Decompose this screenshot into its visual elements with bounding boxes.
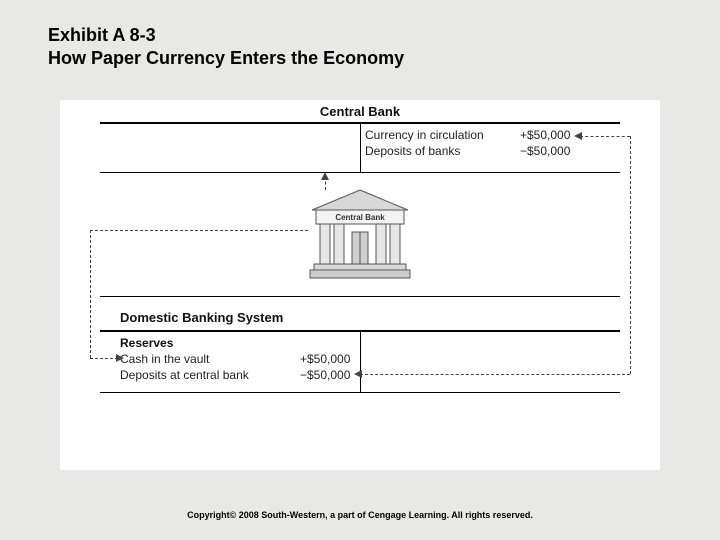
arrow-up-icon xyxy=(321,172,329,180)
diagram: Central Bank Currency in circulation +$5… xyxy=(60,100,660,470)
slide: Exhibit A 8-3 How Paper Currency Enters … xyxy=(0,0,720,540)
reserves-heading: Reserves xyxy=(120,336,173,350)
cb-row1-value: +$50,000 xyxy=(520,128,570,142)
db-row1-value: +$50,000 xyxy=(300,352,350,366)
dash-seg xyxy=(580,136,630,137)
svg-text:Central Bank: Central Bank xyxy=(335,213,385,222)
cb-row2-label: Deposits of banks xyxy=(365,144,460,158)
dash-seg xyxy=(90,358,118,359)
copyright-text: Copyright© 2008 South-Western, a part of… xyxy=(0,510,720,520)
arrow-left-icon xyxy=(574,132,582,140)
exhibit-title: How Paper Currency Enters the Economy xyxy=(48,47,404,70)
db-t-divider xyxy=(360,330,361,392)
mid-line xyxy=(100,296,620,297)
central-bank-building-icon: Central Bank xyxy=(308,188,412,285)
central-bank-label: Central Bank xyxy=(60,104,660,119)
db-row2-value: −$50,000 xyxy=(300,368,350,382)
exhibit-number: Exhibit A 8-3 xyxy=(48,24,404,47)
dash-seg xyxy=(630,136,631,374)
domestic-banking-label: Domestic Banking System xyxy=(120,310,283,325)
cb-row2-value: −$50,000 xyxy=(520,144,570,158)
dash-seg xyxy=(90,230,91,358)
db-row1-label: Cash in the vault xyxy=(120,352,209,366)
cb-t-divider xyxy=(360,122,361,172)
db-bottom-line xyxy=(100,392,620,393)
dash-seg xyxy=(360,374,630,375)
arrow-left-icon xyxy=(354,370,362,378)
cb-bottom-line xyxy=(100,172,620,173)
cb-row1-label: Currency in circulation xyxy=(365,128,484,142)
title-block: Exhibit A 8-3 How Paper Currency Enters … xyxy=(48,24,404,69)
db-row2-label: Deposits at central bank xyxy=(120,368,249,382)
arrow-right-icon xyxy=(116,354,124,362)
dash-seg xyxy=(90,230,308,231)
